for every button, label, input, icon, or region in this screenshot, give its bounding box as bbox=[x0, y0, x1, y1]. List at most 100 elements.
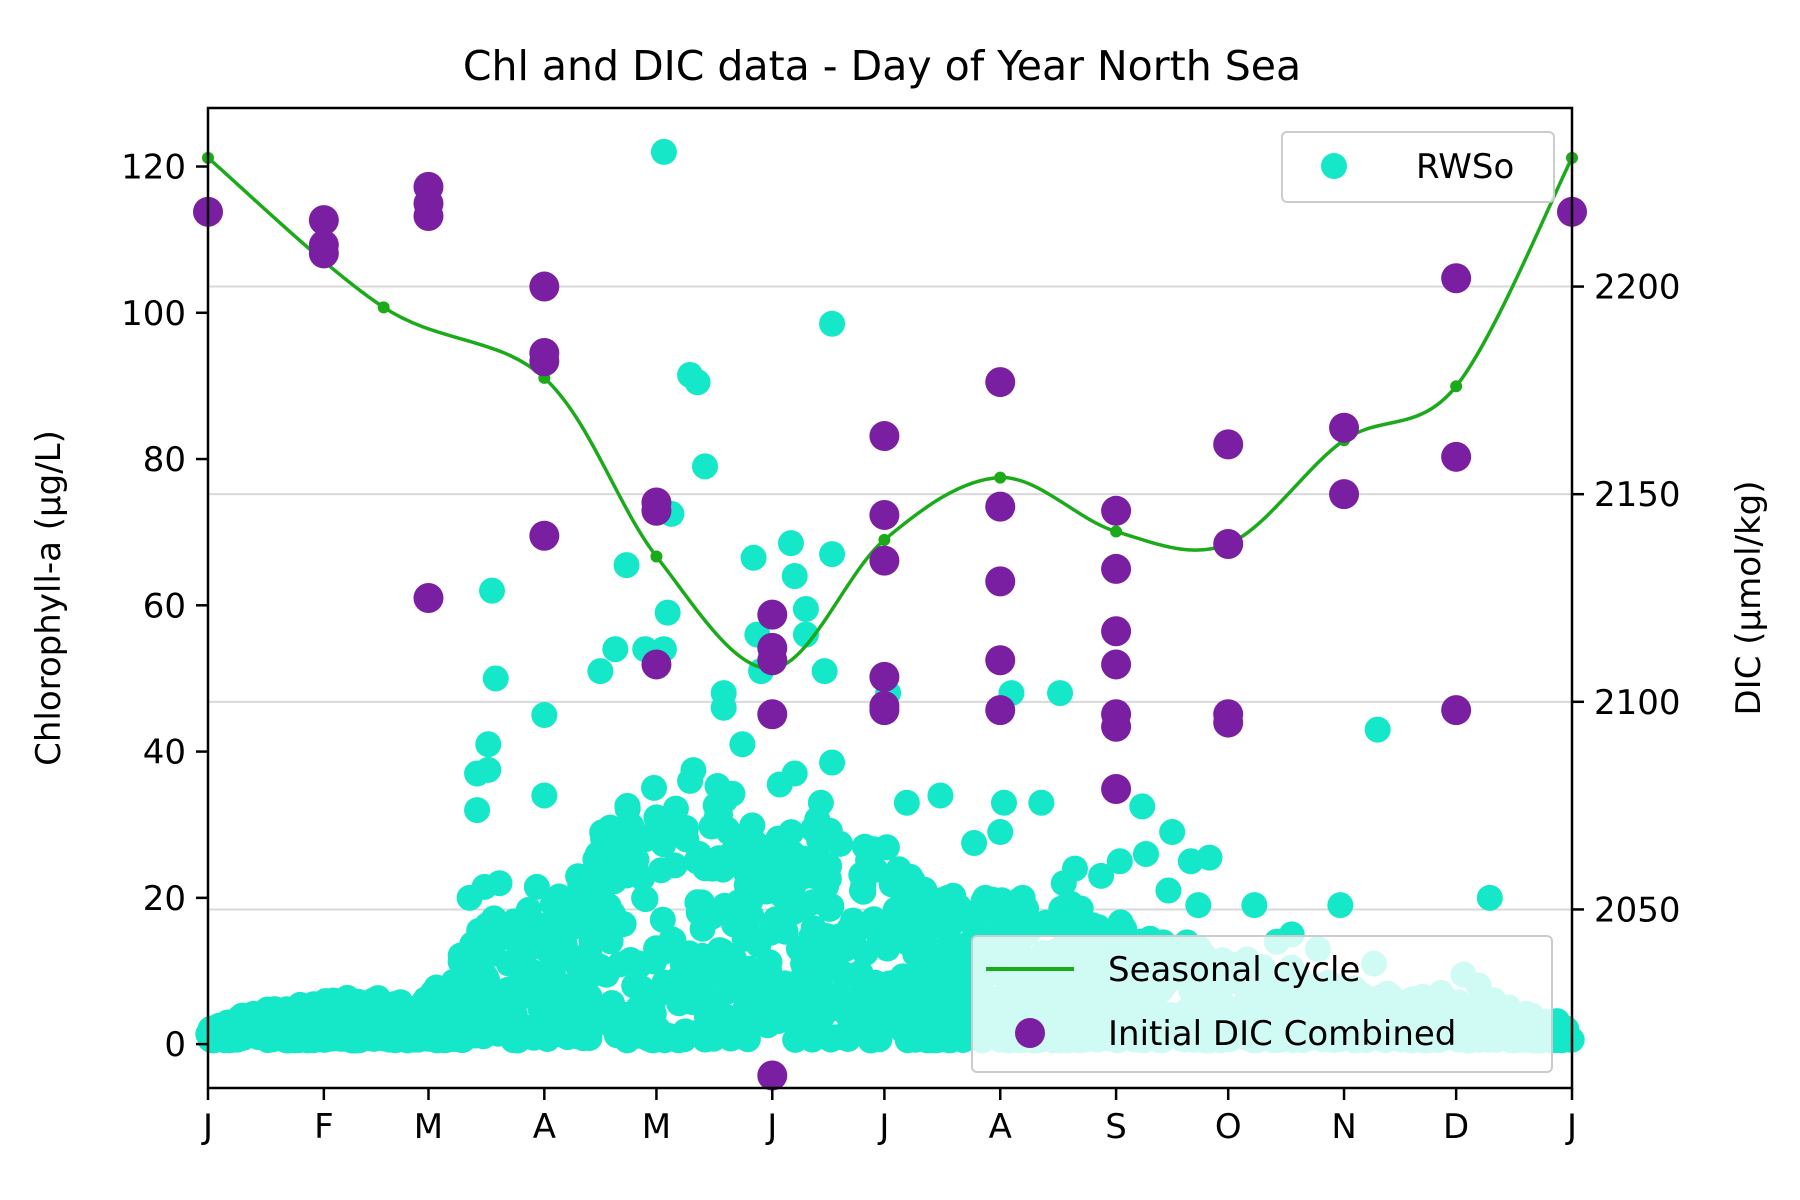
x-tick-label: D bbox=[1443, 1107, 1469, 1147]
rwso-point bbox=[430, 990, 457, 1017]
rwso-point bbox=[531, 702, 558, 729]
rwso-point bbox=[961, 830, 988, 856]
x-tick-label: J bbox=[1565, 1107, 1577, 1147]
rwso-point bbox=[718, 840, 745, 867]
left-y-tick-label: 60 bbox=[143, 586, 186, 626]
rwso-point bbox=[677, 767, 704, 794]
right-y-tick-label: 2100 bbox=[1594, 683, 1681, 723]
initial-dic-point bbox=[308, 205, 339, 236]
right-axis-grid bbox=[208, 285, 1572, 911]
seasonal-cycle-knot bbox=[1450, 380, 1463, 393]
rwso-point bbox=[1364, 716, 1391, 743]
initial-dic-point bbox=[985, 645, 1016, 676]
initial-dic-points bbox=[193, 171, 1587, 1091]
initial-dic-point bbox=[869, 499, 900, 530]
x-tick-label: M bbox=[642, 1107, 671, 1147]
rwso-point bbox=[987, 819, 1014, 846]
rwso-point bbox=[1241, 892, 1268, 919]
rwso-point bbox=[268, 1021, 295, 1048]
rwso-point bbox=[729, 731, 756, 758]
rwso-point bbox=[777, 530, 804, 557]
initial-dic-point bbox=[1101, 616, 1132, 647]
rwso-point bbox=[878, 970, 905, 997]
rwso-point bbox=[1067, 895, 1094, 922]
rwso-point bbox=[1011, 908, 1038, 935]
initial-dic-point bbox=[1441, 695, 1472, 726]
left-y-axis-title: Chlorophyll-a (µg/L) bbox=[29, 430, 69, 766]
initial-dic-point bbox=[985, 367, 1016, 398]
initial-dic-point bbox=[308, 230, 339, 261]
rwso-point bbox=[613, 552, 640, 579]
seasonal-cycle-knot bbox=[377, 301, 390, 314]
rwso-point bbox=[475, 731, 502, 758]
legend-dic-box bbox=[971, 935, 1553, 1073]
initial-dic-point bbox=[869, 421, 900, 452]
rwso-point bbox=[342, 1027, 369, 1054]
legend-rwso-box bbox=[1281, 131, 1555, 203]
initial-dic-point bbox=[1441, 263, 1472, 294]
rwso-point bbox=[377, 1025, 404, 1052]
rwso-point bbox=[713, 1020, 740, 1046]
rwso-point bbox=[593, 1009, 620, 1036]
rwso-point bbox=[748, 862, 775, 889]
rwso-point bbox=[1047, 680, 1074, 707]
initial-dic-point bbox=[757, 1060, 788, 1091]
legend-dic: Seasonal cycle Initial DIC Combined bbox=[971, 935, 1553, 1073]
rwso-point bbox=[648, 857, 675, 884]
rwso-point bbox=[464, 797, 491, 824]
initial-dic-point bbox=[869, 695, 900, 726]
x-tick-label: S bbox=[1105, 1107, 1127, 1147]
rwso-point bbox=[482, 665, 509, 692]
rwso-point bbox=[781, 563, 808, 590]
rwso-point bbox=[790, 950, 817, 977]
rwso-point bbox=[852, 940, 879, 967]
rwso-point bbox=[599, 990, 625, 1016]
legend-initial-dic-marker bbox=[1015, 1018, 1045, 1048]
rwso-point bbox=[1476, 884, 1503, 911]
left-y-tick-label: 120 bbox=[121, 148, 186, 188]
seasonal-cycle-knot bbox=[878, 533, 891, 546]
rwso-point bbox=[713, 978, 740, 1005]
x-tick-label: M bbox=[414, 1107, 443, 1147]
initial-dic-point bbox=[869, 545, 900, 576]
rwso-point bbox=[934, 884, 961, 911]
rwso-point bbox=[990, 789, 1017, 816]
initial-dic-point bbox=[1329, 412, 1360, 443]
legend-seasonal-cycle-label: Seasonal cycle bbox=[1108, 950, 1360, 990]
x-tick-label: N bbox=[1331, 1107, 1356, 1147]
rwso-point bbox=[807, 789, 834, 816]
x-tick-label: J bbox=[877, 1107, 889, 1147]
rwso-point bbox=[617, 947, 644, 973]
initial-dic-point bbox=[1101, 711, 1132, 742]
left-y-tick-label: 80 bbox=[143, 440, 186, 480]
rwso-point bbox=[479, 577, 506, 604]
rwso-point bbox=[1085, 914, 1112, 941]
left-y-tick-label: 0 bbox=[164, 1025, 186, 1065]
initial-dic-point bbox=[985, 491, 1016, 522]
rwso-point bbox=[1009, 884, 1036, 911]
rwso-point bbox=[631, 885, 658, 911]
rwso-point bbox=[525, 912, 552, 939]
rwso-point bbox=[806, 827, 833, 854]
rwso-point bbox=[927, 782, 954, 809]
rwso-point bbox=[929, 950, 956, 977]
rwso-point bbox=[740, 544, 767, 571]
initial-dic-point bbox=[1101, 774, 1132, 805]
rwso-point bbox=[650, 138, 677, 165]
rwso-point bbox=[800, 889, 826, 916]
rwso-point bbox=[320, 987, 347, 1014]
rwso-point bbox=[626, 1022, 653, 1049]
rwso-point bbox=[732, 994, 759, 1021]
rwso-point bbox=[819, 310, 846, 337]
rwso-point bbox=[866, 998, 893, 1025]
legend-rwso-label: RWSo bbox=[1416, 147, 1514, 187]
rwso-point bbox=[778, 819, 805, 846]
seasonal-cycle-path bbox=[206, 156, 1574, 671]
rwso-point bbox=[834, 1025, 861, 1052]
rwso-point bbox=[576, 1025, 603, 1051]
rwso-point bbox=[651, 969, 678, 996]
rwso-point bbox=[688, 889, 715, 916]
seasonal-cycle-knot bbox=[994, 471, 1007, 484]
